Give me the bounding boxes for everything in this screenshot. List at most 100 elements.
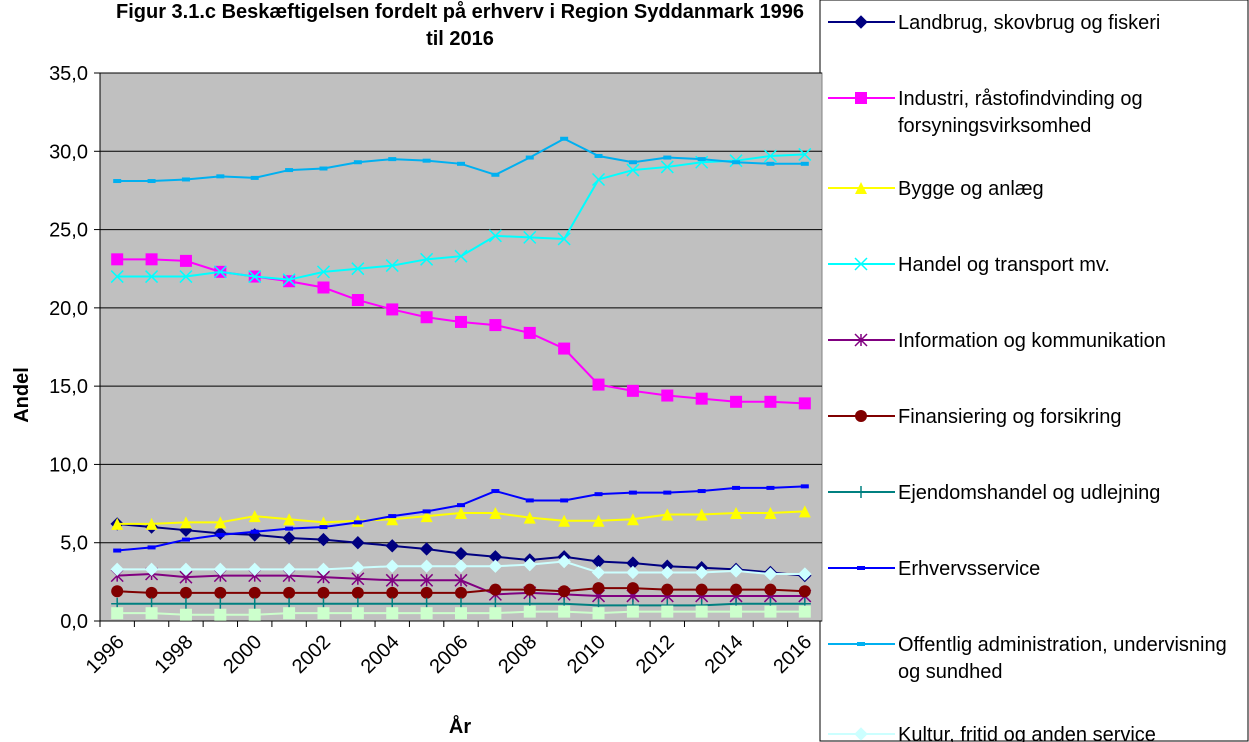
- marker: [730, 395, 743, 408]
- marker: [763, 567, 778, 581]
- marker: [592, 378, 605, 391]
- marker: [422, 509, 431, 514]
- marker: [663, 490, 672, 495]
- marker: [282, 273, 296, 287]
- legend-line-text: Landbrug, skovbrug og fiskeri: [898, 12, 1160, 34]
- marker: [385, 559, 399, 573]
- marker: [214, 516, 227, 529]
- marker: [695, 392, 708, 405]
- marker: [179, 270, 193, 284]
- y-tick-label: 30,0: [49, 141, 88, 163]
- title-line: til 2016: [426, 28, 494, 50]
- marker: [800, 161, 809, 166]
- marker: [695, 605, 708, 618]
- legend-line-text: Erhvervsservice: [898, 558, 1040, 580]
- y-tick-label: 25,0: [49, 220, 88, 242]
- marker: [523, 326, 536, 339]
- marker: [388, 157, 397, 162]
- marker: [214, 586, 227, 599]
- marker: [660, 160, 674, 174]
- marker: [594, 492, 603, 497]
- marker: [523, 605, 536, 618]
- marker: [732, 160, 741, 165]
- marker: [317, 607, 330, 620]
- marker: [626, 582, 639, 595]
- marker: [420, 573, 434, 587]
- marker: [626, 565, 640, 580]
- marker: [661, 605, 674, 618]
- marker: [319, 525, 328, 530]
- marker: [766, 485, 775, 490]
- marker: [317, 586, 330, 599]
- marker: [591, 172, 606, 186]
- x-axis-title: År: [449, 714, 471, 738]
- marker: [661, 389, 674, 402]
- legend-label: Industri, råstofindvinding og forsyningsv…: [898, 88, 1143, 137]
- legend-line-text: Bygge og anlæg: [898, 178, 1044, 200]
- legend-label: Finansiering og forsikring: [898, 406, 1121, 428]
- marker: [316, 532, 331, 547]
- legend-label: Ejendomshandel og udlejning: [898, 482, 1160, 504]
- marker: [213, 562, 228, 577]
- marker: [386, 303, 399, 316]
- marker: [454, 573, 468, 587]
- marker: [798, 397, 811, 410]
- marker: [764, 583, 777, 596]
- legend-label: Kultur, fritid og anden service: [898, 724, 1156, 742]
- marker: [111, 253, 124, 266]
- marker: [661, 508, 674, 521]
- marker: [626, 513, 639, 526]
- marker: [798, 567, 812, 581]
- marker: [732, 485, 741, 490]
- marker: [488, 559, 503, 573]
- marker: [351, 561, 365, 575]
- legend-line-text: Kultur, fritid og anden service: [898, 724, 1156, 742]
- marker: [764, 605, 777, 618]
- legend-line-text: Handel og transport mv.: [898, 254, 1110, 276]
- marker: [420, 586, 433, 599]
- marker: [110, 270, 124, 284]
- marker: [626, 163, 640, 177]
- marker: [282, 562, 296, 577]
- marker: [316, 265, 331, 279]
- marker: [854, 257, 868, 271]
- marker: [113, 548, 122, 553]
- marker: [385, 573, 399, 587]
- marker: [592, 607, 605, 620]
- marker: [351, 572, 365, 586]
- marker: [730, 506, 743, 519]
- marker: [523, 230, 537, 244]
- legend-line-text: Offentlig administration, undervisning: [898, 634, 1227, 656]
- marker: [420, 510, 433, 523]
- marker: [454, 559, 468, 573]
- marker: [145, 607, 158, 620]
- marker: [419, 559, 434, 573]
- marker: [525, 155, 534, 160]
- marker: [420, 252, 434, 266]
- marker: [455, 506, 467, 519]
- marker: [798, 585, 811, 598]
- marker: [214, 597, 227, 610]
- marker: [766, 161, 775, 166]
- marker: [420, 311, 433, 324]
- marker: [523, 511, 536, 524]
- marker: [857, 566, 865, 570]
- x-tick-label: 2010: [563, 631, 610, 678]
- marker: [111, 607, 124, 620]
- marker: [353, 520, 362, 525]
- marker: [147, 545, 156, 550]
- marker: [113, 179, 122, 184]
- marker: [855, 486, 867, 498]
- marker: [386, 586, 399, 599]
- marker: [181, 177, 190, 182]
- marker: [663, 155, 672, 160]
- marker: [248, 586, 261, 599]
- marker: [282, 531, 296, 545]
- marker: [798, 147, 812, 161]
- marker: [457, 503, 465, 508]
- marker: [628, 490, 637, 495]
- marker: [558, 514, 571, 527]
- marker: [181, 537, 190, 542]
- marker: [697, 489, 706, 494]
